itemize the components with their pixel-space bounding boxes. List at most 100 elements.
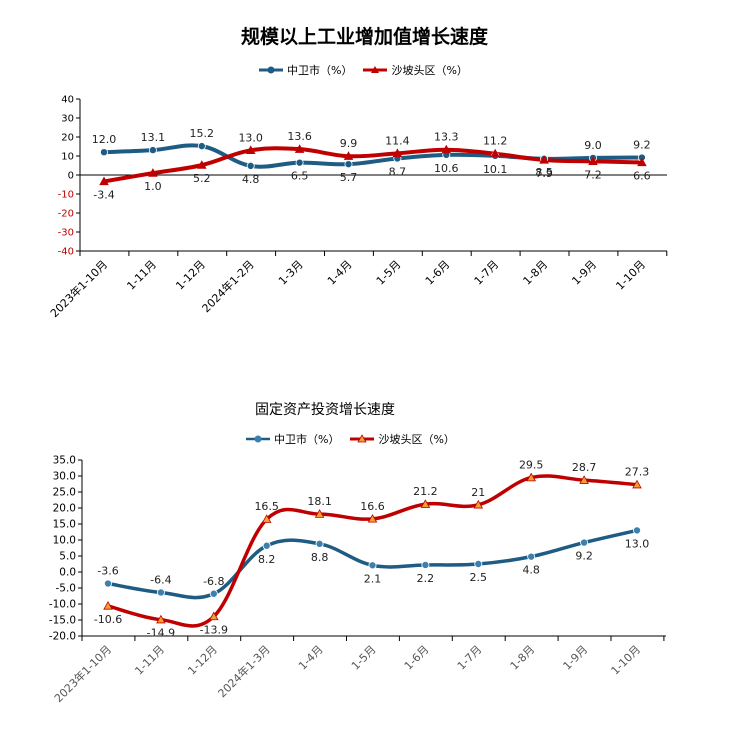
- legend-item-zhongwei: 中卫市（%）: [258, 62, 352, 78]
- x-tick-label: 1-8月: [508, 643, 538, 673]
- x-tick-label: 1-5月: [349, 643, 379, 673]
- data-label-shapotou: -14.9: [147, 627, 175, 640]
- data-label-zhongwei: 15.2: [190, 127, 215, 140]
- y-tick-label: 20.0: [53, 503, 76, 515]
- data-label-shapotou: 18.1: [307, 495, 332, 508]
- point-zhongwei: [100, 148, 109, 157]
- data-label-shapotou: 21: [471, 486, 485, 499]
- x-tick-label: 1-7月: [455, 643, 485, 673]
- point-shapotou: [490, 148, 500, 158]
- point-shapotou: [197, 160, 207, 169]
- point-zhongwei: [262, 541, 271, 550]
- chart-1-legend: 中卫市（%） 沙坡头区（%）: [258, 62, 468, 78]
- y-tick-label: 10: [61, 152, 74, 163]
- point-shapotou: [294, 144, 305, 153]
- point-zhongwei: [197, 142, 206, 151]
- data-label-zhongwei: 8.7: [389, 165, 407, 178]
- x-tick-label: 1-4月: [296, 643, 326, 673]
- x-tick-label: 1-9月: [561, 643, 591, 673]
- y-tick-label: 35.0: [53, 455, 76, 467]
- data-label-shapotou: 7.2: [584, 168, 602, 181]
- data-label-shapotou: 6.6: [633, 169, 651, 182]
- point-shapotou: [314, 509, 325, 518]
- y-tick-label: 25.0: [53, 487, 76, 499]
- point-shapotou: [245, 145, 256, 154]
- legend-label-zhongwei: 中卫市（%）: [287, 64, 353, 77]
- y-tick-label: 0: [68, 171, 74, 182]
- y-tick-label: 15.0: [53, 519, 76, 531]
- y-tick-label: -5.0: [56, 583, 77, 595]
- data-label-zhongwei: -6.4: [150, 573, 171, 586]
- data-label-zhongwei: -6.8: [203, 575, 224, 588]
- point-zhongwei: [156, 588, 165, 597]
- data-label-zhongwei: 9.2: [575, 550, 593, 563]
- data-label-shapotou: 16.5: [254, 500, 279, 513]
- point-shapotou: [367, 513, 378, 523]
- point-shapotou: [392, 148, 403, 158]
- data-label-shapotou: 28.7: [572, 461, 597, 474]
- y-tick-label: -40: [58, 247, 74, 258]
- point-shapotou: [156, 614, 166, 624]
- x-tick-label: 2023年1-10月: [51, 642, 114, 705]
- x-tick-label: 1-12月: [185, 643, 220, 678]
- data-label-shapotou: 13.0: [238, 131, 263, 144]
- point-shapotou: [579, 475, 589, 484]
- point-zhongwei: [344, 160, 353, 169]
- data-label-zhongwei: 13.0: [625, 537, 650, 550]
- point-shapotou: [473, 499, 484, 509]
- data-label-zhongwei: 4.8: [522, 564, 540, 577]
- point-shapotou: [343, 151, 354, 160]
- series-line-shapotou: [107, 474, 638, 628]
- point-zhongwei: [368, 561, 377, 570]
- data-label-zhongwei: 8.8: [311, 551, 329, 564]
- data-label-shapotou: 11.2: [483, 135, 508, 148]
- point-zhongwei: [421, 560, 430, 569]
- chart-1-title: 规模以上工业增加值增长速度: [240, 26, 488, 48]
- data-label-zhongwei: 2.2: [417, 572, 435, 585]
- chart-2-title: 固定资产投资增长速度: [255, 402, 395, 418]
- point-shapotou: [588, 156, 598, 166]
- data-label-shapotou: 7.9: [535, 167, 553, 180]
- legend-label-zhongwei: 中卫市（%）: [274, 433, 340, 446]
- point-zhongwei: [315, 539, 324, 548]
- data-label-shapotou: -3.4: [93, 188, 114, 201]
- x-tick-label: 1-6月: [402, 643, 432, 673]
- data-label-shapotou: 27.3: [625, 466, 650, 479]
- point-shapotou: [637, 157, 647, 167]
- y-tick-label: -15.0: [49, 615, 76, 627]
- point-shapotou: [420, 499, 431, 508]
- point-shapotou: [539, 155, 549, 164]
- point-shapotou: [632, 479, 642, 489]
- x-tick-label: 1-11月: [132, 643, 167, 678]
- data-label-zhongwei: 10.1: [483, 163, 508, 176]
- data-label-zhongwei: 6.5: [291, 170, 309, 183]
- legend-item-shapotou: 沙坡头区（%）: [362, 62, 468, 78]
- data-label-shapotou: 1.0: [144, 180, 162, 193]
- data-label-zhongwei: 9.2: [633, 139, 651, 152]
- data-label-zhongwei: 13.1: [141, 131, 166, 144]
- point-shapotou: [441, 144, 452, 154]
- y-tick-label: 5.0: [59, 551, 76, 563]
- point-shapotou: [209, 611, 219, 621]
- data-label-zhongwei: -3.6: [97, 565, 118, 578]
- y-tick-label: 20: [61, 133, 74, 144]
- data-label-shapotou: 29.5: [519, 459, 544, 472]
- y-tick-label: 40: [61, 95, 74, 106]
- point-zhongwei: [148, 146, 157, 155]
- chart-2-legend: 中卫市（%） 沙坡头区（%）: [245, 431, 455, 447]
- legend-label-shapotou: 沙坡头区（%）: [391, 64, 468, 77]
- data-label-shapotou: 16.6: [360, 500, 385, 513]
- data-label-zhongwei: 2.1: [364, 572, 382, 585]
- legend-line-red-icon: [363, 66, 388, 73]
- y-tick-label: -30: [58, 228, 74, 239]
- y-tick-label: -20.0: [49, 631, 76, 643]
- data-label-shapotou: -10.6: [94, 613, 122, 626]
- data-label-shapotou: 11.4: [385, 134, 410, 147]
- point-shapotou: [99, 176, 109, 186]
- legend-item-shapotou: 沙坡头区（%）: [349, 431, 455, 447]
- y-tick-label: 10.0: [53, 535, 76, 547]
- y-tick-label: -10: [58, 190, 74, 201]
- data-label-zhongwei: 4.8: [242, 173, 260, 186]
